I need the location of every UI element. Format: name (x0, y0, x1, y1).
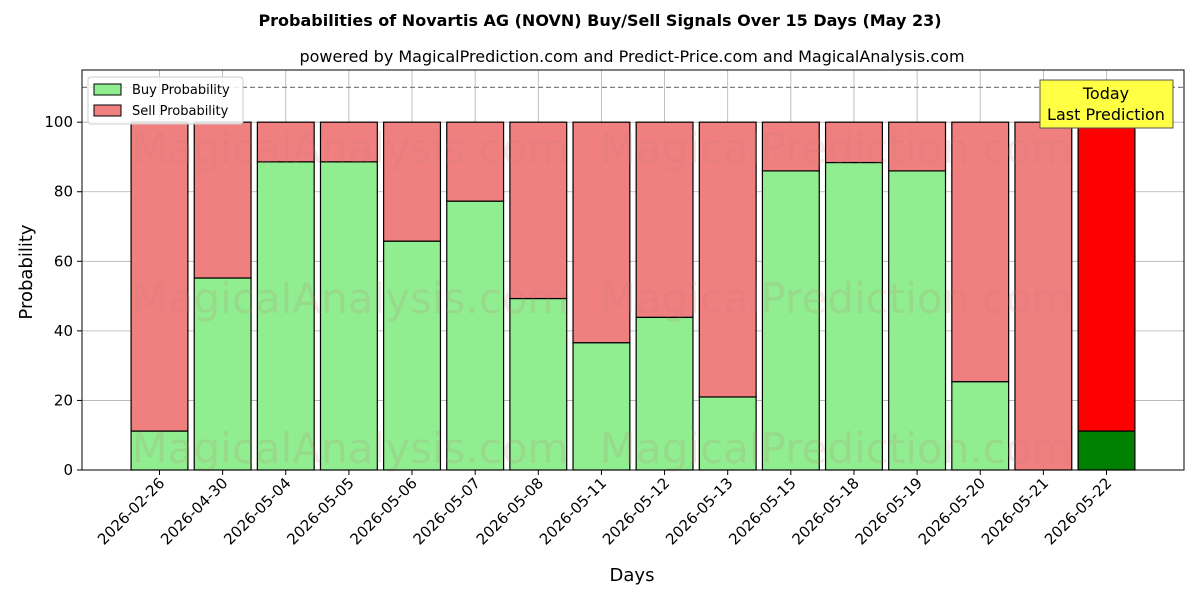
x-tick-label: 2026-02-26 (94, 474, 168, 548)
buy-bar (572, 342, 631, 471)
chart-title: Probabilities of Novartis AG (NOVN) Buy/… (258, 11, 941, 30)
buy-bar (319, 161, 378, 471)
x-tick-label: 2026-05-15 (725, 474, 799, 548)
sell-bar (1077, 121, 1136, 432)
plot-frame (81, 69, 1185, 471)
annotation-box (1039, 79, 1174, 129)
x-tick-label: 2026-05-04 (220, 474, 294, 548)
x-tick-label: 2026-05-19 (852, 474, 926, 548)
buy-bar (888, 170, 947, 471)
y-tick-label: 80 (54, 183, 73, 201)
sell-bar (256, 121, 315, 163)
sell-bar (635, 121, 694, 318)
y-tick-label: 40 (54, 322, 73, 340)
x-tick-label: 2026-04-30 (157, 474, 231, 548)
sell-bar (509, 121, 568, 300)
bars (130, 121, 1136, 471)
sell-bar (761, 121, 820, 172)
x-tick-label: 2026-05-12 (599, 474, 673, 548)
sell-bar (951, 121, 1010, 383)
legend-label: Buy Probability (132, 83, 230, 98)
x-tick-label: 2026-05-22 (1041, 474, 1115, 548)
x-tick-label: 2026-05-13 (662, 474, 736, 548)
watermark-text: MagicalAnalysis.com (132, 274, 569, 323)
buy-bar (446, 200, 505, 471)
buy-bar (193, 277, 252, 471)
buy-bar (509, 297, 568, 471)
sell-bar (130, 121, 189, 432)
chart-subtitle: powered by MagicalPrediction.com and Pre… (299, 47, 964, 66)
sell-bar (572, 121, 631, 344)
watermark-text: MagicalAnalysis.com (132, 424, 569, 473)
buy-bar (761, 170, 820, 471)
legend: Buy Probability Sell Probability (87, 76, 244, 125)
sell-bar (888, 121, 947, 172)
watermark-text: MagicalPrediction.com (600, 124, 1073, 173)
sell-bar (319, 121, 378, 163)
x-tick-label: 2026-05-07 (410, 474, 484, 548)
sell-bar (446, 121, 505, 202)
x-tick-label: 2026-05-08 (473, 474, 547, 548)
buy-bar (256, 161, 315, 471)
y-axis-ticks: 0 20 40 60 80 100 (44, 113, 82, 479)
buy-bar (383, 240, 442, 471)
x-axis-label: Days (610, 565, 655, 586)
x-axis-ticks: 2026-02-262026-04-302026-05-042026-05-05… (94, 470, 1115, 548)
y-tick-label: 0 (63, 461, 73, 479)
annotation-line-2: Last Prediction (1047, 105, 1165, 124)
buy-bar (1077, 430, 1136, 471)
x-tick-label: 2026-05-11 (536, 474, 610, 548)
legend-swatch (93, 83, 122, 96)
sell-bar (824, 121, 883, 164)
sell-bar (383, 121, 442, 242)
buy-bar (698, 396, 757, 471)
legend-swatch (93, 104, 122, 117)
x-tick-label: 2026-05-21 (978, 474, 1052, 548)
y-tick-label: 20 (54, 391, 73, 409)
y-tick-label: 100 (44, 113, 73, 131)
legend-label: Sell Probability (132, 104, 229, 119)
y-axis-label: Probability (16, 224, 37, 319)
y-tick-label: 60 (54, 252, 73, 270)
x-tick-label: 2026-05-05 (283, 474, 357, 548)
watermark-text: MagicalPrediction.com (600, 424, 1073, 473)
watermark-text: MagicalPrediction.com (600, 274, 1073, 323)
today-annotation: Today Last Prediction (1039, 79, 1174, 129)
sell-bar (698, 121, 757, 398)
x-tick-label: 2026-05-18 (788, 474, 862, 548)
buy-bar (635, 316, 694, 471)
x-tick-label: 2026-05-06 (346, 474, 420, 548)
legend-box (87, 76, 244, 125)
watermark-text: MagicalAnalysis.com (132, 124, 569, 173)
buy-bar (824, 161, 883, 471)
watermarks: MagicalAnalysis.com MagicalPrediction.com… (132, 124, 1073, 473)
x-tick-label: 2026-05-20 (915, 474, 989, 548)
annotation-line-1: Today (1082, 84, 1129, 103)
